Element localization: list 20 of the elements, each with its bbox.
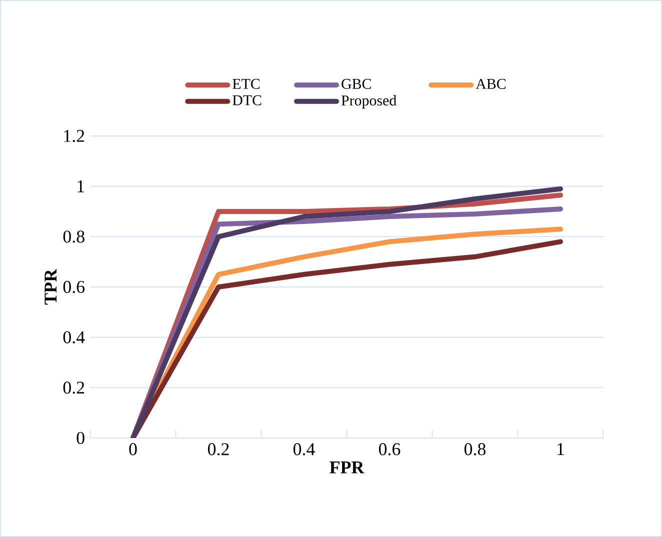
x-tick-label: 0.2 (208, 443, 229, 456)
x-tick-label: 0.6 (378, 443, 400, 456)
x-axis-title: FPR (330, 461, 364, 474)
x-tick-label: 0.4 (293, 443, 315, 456)
y-tick-label: 0.6 (63, 280, 85, 294)
legend-label: ABC (476, 78, 506, 89)
legend-label: GBC (342, 78, 371, 89)
x-tick-label: 0 (129, 443, 137, 456)
y-tick-label: 1.2 (64, 130, 84, 142)
y-tick-label: 0.2 (63, 382, 84, 394)
legend-label: Proposed (341, 95, 396, 109)
y-tick-label: 1 (78, 180, 84, 192)
x-tick-label: 0.8 (464, 443, 486, 456)
legend-label: ETC (232, 78, 260, 89)
y-tick-label: 0.4 (63, 331, 85, 344)
legend-label: DTC (232, 95, 262, 106)
y-tick-label: 0 (76, 432, 84, 444)
y-tick-label: 0.8 (63, 230, 84, 243)
y-axis-title: TPR (44, 268, 56, 305)
x-tick-label: 1 (558, 443, 564, 456)
